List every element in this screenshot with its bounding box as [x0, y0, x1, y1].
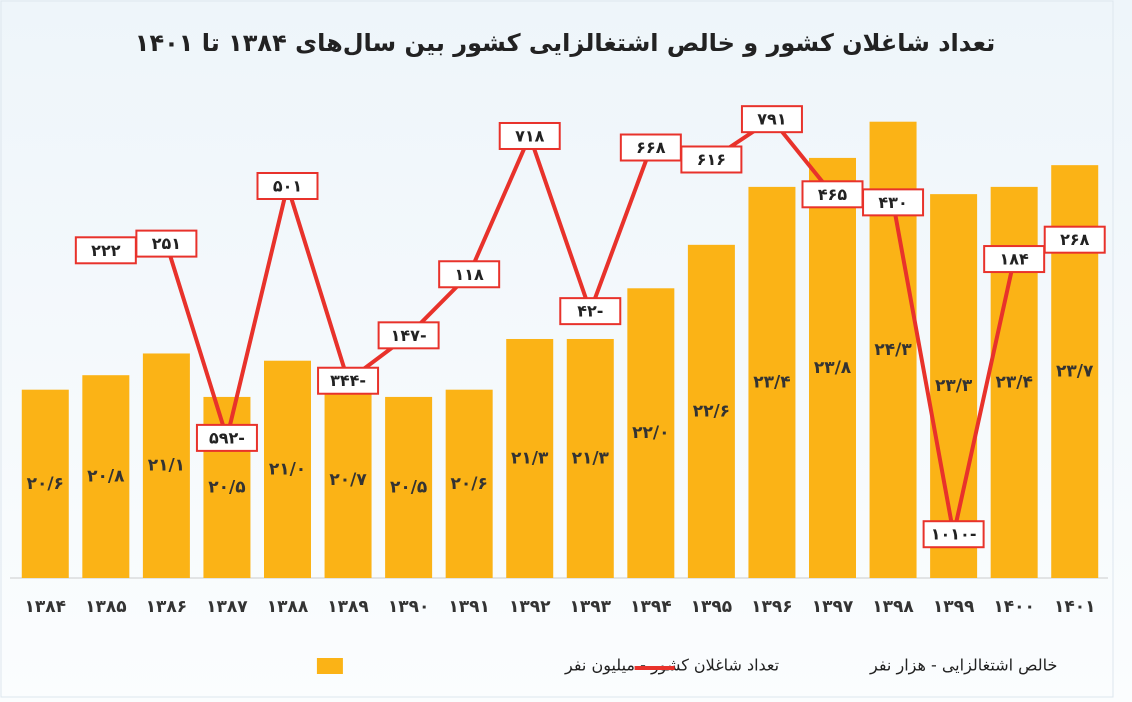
bar-value-label: ۲۰/۶	[27, 474, 64, 494]
x-tick-label: ۱۴۰۰	[993, 597, 1035, 617]
bar	[748, 186, 796, 578]
x-tick-label: ۱۳۹۱	[448, 597, 490, 617]
line-value-label: ۴۳۰	[878, 193, 907, 212]
value-label-box	[1043, 225, 1106, 254]
line-value-label: ۵۹۲-	[209, 428, 245, 447]
x-tick-label: ۱۳۹۲	[509, 597, 551, 617]
x-tick-label: ۱۴۰۱	[1054, 597, 1096, 617]
bar-value-label: ۲۳/۴	[995, 372, 1032, 392]
x-tick-label: ۱۳۹۳	[570, 597, 612, 617]
x-tick-label: ۱۳۹۰	[388, 597, 430, 617]
bar-value-label: ۲۱/۳	[511, 448, 549, 468]
bar-value-label: ۲۳/۸	[814, 358, 852, 378]
value-label-box	[498, 121, 561, 150]
line-value-label: ۵۰۱	[273, 176, 302, 195]
legend-label: تعداد شاغلان کشور - میلیون نفر	[564, 656, 779, 676]
bar-value-label: ۲۳/۴	[753, 372, 790, 392]
x-tick-label: ۱۳۹۵	[691, 597, 733, 617]
value-label-box	[862, 188, 925, 217]
value-label-box	[256, 171, 319, 200]
x-tick-label: ۱۳۸۶	[146, 597, 188, 617]
bar-value-label: ۲۴/۳	[874, 340, 912, 360]
chart-title: تعداد شاغلان کشور و خالص اشتغالزایی کشور…	[135, 29, 995, 57]
x-tick-label: ۱۳۹۹	[933, 597, 975, 617]
x-tick-label: ۱۳۹۸	[872, 597, 914, 617]
line-value-label: ۶۱۶	[697, 150, 726, 169]
x-tick-label: ۱۳۸۸	[267, 597, 309, 617]
bar	[930, 194, 978, 578]
value-label-box	[680, 145, 743, 174]
x-tick-label: ۱۳۸۵	[85, 597, 127, 617]
bar	[506, 338, 554, 578]
line-value-label: ۴۶۵	[818, 185, 848, 204]
line-value-label: ۳۴۴-	[330, 371, 366, 390]
bar	[264, 360, 311, 578]
line-value-label: ۷۱۸	[515, 126, 545, 145]
x-tick-label: ۱۳۹۷	[812, 597, 854, 617]
bar-value-label: ۲۳/۷	[1056, 362, 1094, 382]
bar-value-label: ۲۰/۷	[329, 470, 367, 490]
bar	[809, 157, 856, 578]
bar	[445, 389, 493, 578]
bar-value-label: ۲۳/۳	[935, 376, 973, 396]
frame	[0, 0, 1114, 698]
value-label-box	[922, 520, 985, 549]
value-label-box	[195, 423, 258, 452]
x-tick-label: ۱۳۹۴	[630, 597, 672, 617]
line-value-label: ۲۵۱	[152, 234, 181, 253]
bar	[142, 353, 190, 578]
legend-swatch	[316, 658, 343, 674]
bar-value-label: ۲۰/۵	[208, 477, 245, 497]
bar-value-label: ۲۰/۶	[450, 474, 487, 494]
bar	[566, 338, 614, 578]
line-value-label: ۴۲-	[577, 302, 603, 321]
bar	[687, 244, 735, 579]
bar-value-label: ۲۰/۸	[87, 467, 125, 487]
value-label-box	[559, 297, 622, 326]
line-value-label: ۱۱۸	[455, 265, 485, 284]
legend-label: خالص اشتغالزایی - هزار نفر	[869, 656, 1057, 676]
bar	[324, 382, 372, 578]
line-value-label: ۷۹۱	[757, 110, 786, 129]
bar-value-label: ۲۰/۵	[390, 477, 427, 497]
value-label-box	[317, 366, 380, 395]
line-value-label: ۲۲۲	[91, 241, 121, 260]
bar	[82, 375, 130, 578]
value-label-box	[438, 260, 501, 289]
bar-value-label: ۲۲/۶	[693, 401, 730, 421]
bar-value-label: ۲۱/۰	[269, 459, 306, 479]
x-tick-label: ۱۳۸۷	[206, 597, 248, 617]
value-label-box	[740, 105, 803, 134]
x-tick-label: ۱۳۸۹	[327, 597, 369, 617]
bar	[385, 396, 433, 578]
line-value-label: ۶۶۸	[636, 138, 666, 157]
value-label-box	[983, 245, 1046, 274]
value-label-box	[377, 321, 440, 350]
value-label-box	[135, 229, 198, 258]
line-value-label: ۲۶۸	[1060, 230, 1090, 249]
bar	[21, 389, 69, 578]
line-value-label: ۱۴۷-	[391, 326, 427, 345]
bar	[627, 288, 675, 578]
bar-value-label: ۲۱/۱	[148, 456, 185, 476]
bar-value-label: ۲۱/۳	[572, 448, 610, 468]
line-value-label: ۱۸۴	[1000, 250, 1030, 269]
line-value-label: ۱۰۱۰-	[931, 525, 977, 544]
x-tick-label: ۱۳۹۶	[751, 597, 793, 617]
x-tick-label: ۱۳۸۴	[25, 597, 67, 617]
bar-value-label: ۲۲/۰	[632, 423, 669, 443]
